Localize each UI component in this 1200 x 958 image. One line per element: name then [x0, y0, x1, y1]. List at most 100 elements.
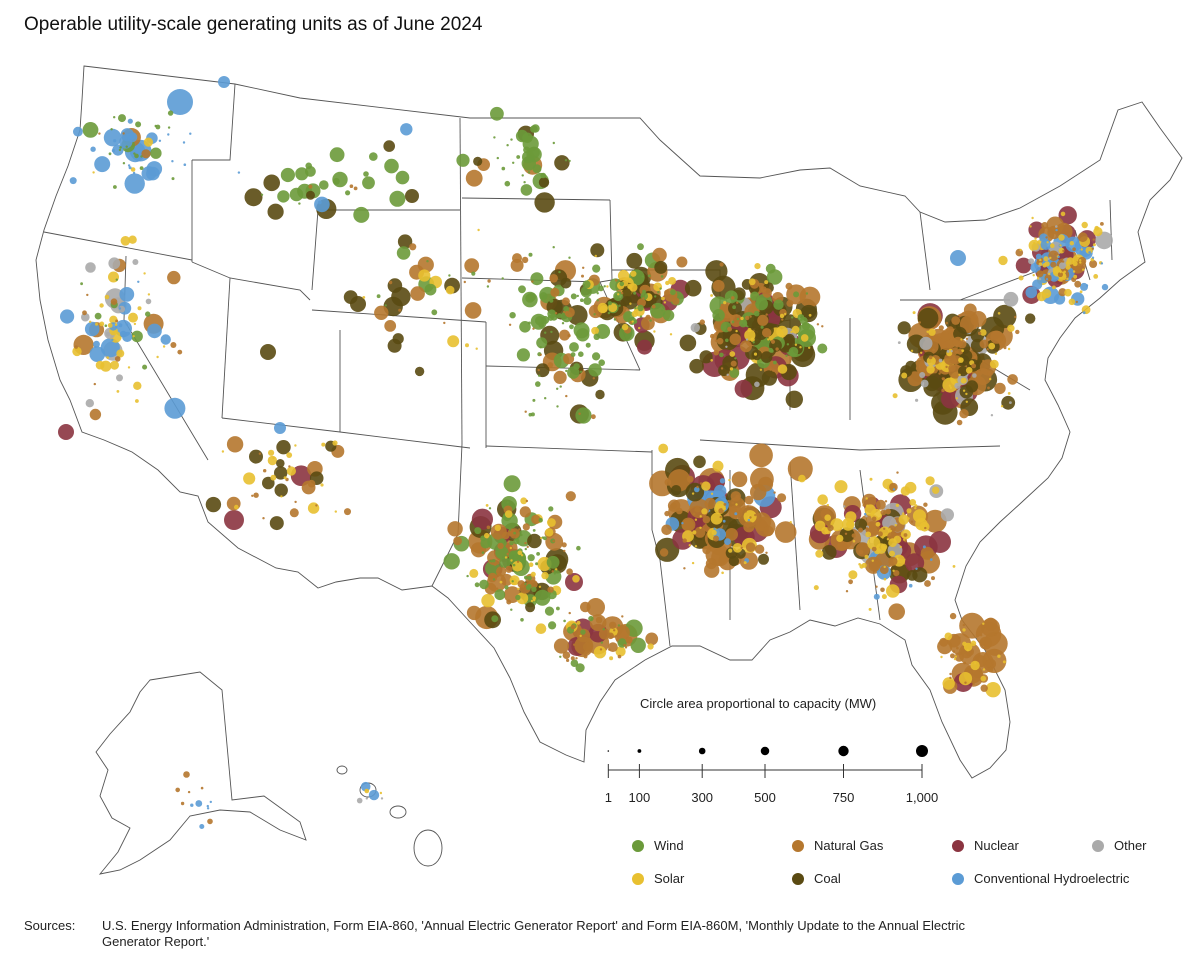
plant-solar	[1029, 225, 1032, 228]
plant-gas	[692, 512, 696, 516]
plant-wind	[793, 291, 800, 298]
plant-wind	[559, 655, 562, 658]
plant-coal	[405, 189, 419, 203]
plant-gas	[918, 321, 921, 324]
plant-solar	[817, 494, 828, 506]
plant-solar	[721, 571, 724, 575]
plant-gas	[865, 527, 869, 530]
state-boundary	[221, 417, 471, 449]
plant-gas	[957, 339, 967, 349]
plant-hydro	[719, 478, 726, 484]
plant-wind	[558, 270, 561, 274]
plant-solar	[886, 584, 900, 598]
plant-other	[946, 349, 950, 353]
plant-solar	[958, 357, 964, 363]
plant-solar	[694, 518, 698, 521]
plant-hydro	[317, 200, 322, 205]
plant-solar	[869, 477, 873, 481]
plant-coal	[670, 485, 682, 496]
plant-hydro	[124, 173, 145, 194]
plant-wind	[539, 517, 542, 521]
plant-wind	[511, 580, 514, 583]
plant-coal	[761, 370, 778, 386]
plant-wind	[329, 147, 345, 163]
plant-solar	[658, 443, 669, 454]
plant-wind	[573, 363, 580, 370]
plant-hydro	[206, 804, 209, 808]
plant-gas	[888, 603, 905, 620]
plant-gas	[956, 646, 959, 650]
plant-solar	[953, 657, 957, 661]
plant-solar	[970, 640, 977, 647]
plant-wind	[539, 346, 542, 349]
plant-hydro	[892, 488, 896, 491]
plant-gas	[494, 563, 497, 566]
plant-hydro	[118, 323, 123, 328]
us-outline	[35, 65, 1183, 779]
plant-gas	[775, 347, 779, 351]
plant-gas	[949, 672, 952, 676]
plant-gas	[770, 339, 776, 344]
plant-gas	[591, 414, 596, 420]
plant-solar	[859, 564, 864, 569]
plant-gas	[868, 559, 881, 572]
plant-coal	[760, 351, 773, 363]
plant-solar	[267, 455, 278, 466]
plant-wind	[516, 155, 521, 159]
legend-label-wind: Wind	[654, 838, 684, 853]
plant-gas	[745, 315, 750, 321]
plant-wind	[145, 311, 151, 317]
plant-other	[1095, 231, 1113, 250]
plant-gas	[979, 634, 983, 637]
plant-solar	[875, 521, 881, 527]
plant-solar	[1082, 268, 1085, 271]
plant-gas	[924, 526, 927, 530]
plant-gas	[879, 565, 889, 575]
plant-solar	[1002, 660, 1006, 664]
plant-gas	[570, 624, 576, 630]
plant-wind	[536, 337, 548, 349]
plant-other	[108, 257, 121, 270]
plant-wind	[660, 275, 664, 278]
plant-gas	[990, 330, 1004, 344]
plant-gas	[308, 184, 313, 189]
plant-gas	[502, 531, 510, 540]
plant-gas	[177, 349, 183, 355]
plant-solar	[699, 526, 702, 529]
plant-gas	[526, 545, 529, 549]
plant-gas	[777, 493, 787, 503]
plant-coal	[917, 307, 939, 329]
plant-gas	[1100, 222, 1104, 226]
scale-label: 1,000	[905, 790, 939, 805]
plant-wind	[570, 352, 576, 357]
plant-solar	[892, 393, 898, 399]
plant-gas	[949, 676, 952, 679]
plant-gas	[1050, 261, 1057, 268]
plant-gas	[353, 186, 358, 191]
plant-wind	[534, 589, 551, 606]
plant-solar	[638, 326, 641, 330]
plant-gas	[880, 587, 885, 593]
plant-gas	[727, 499, 730, 503]
plant-wind	[548, 621, 557, 630]
plant-gas	[487, 279, 491, 283]
plant-wind	[576, 545, 581, 551]
plant-wind	[654, 295, 657, 298]
plant-gas	[987, 666, 994, 673]
plant-gas	[972, 682, 975, 686]
plant-solar	[692, 530, 697, 535]
plant-gas	[716, 337, 724, 345]
plant-other	[940, 508, 955, 522]
plant-hydro	[1100, 262, 1104, 265]
plant-solar	[653, 330, 656, 333]
plant-gas	[582, 642, 592, 651]
plant-wind	[550, 330, 553, 334]
plant-gas	[592, 377, 595, 380]
plant-solar	[1000, 405, 1004, 408]
plant-wind	[280, 167, 295, 183]
legend-label-solar: Solar	[654, 871, 685, 886]
plant-gas	[463, 280, 466, 284]
plant-gas	[939, 319, 942, 322]
plant-solar	[1079, 259, 1082, 262]
plant-gas	[1037, 271, 1040, 275]
